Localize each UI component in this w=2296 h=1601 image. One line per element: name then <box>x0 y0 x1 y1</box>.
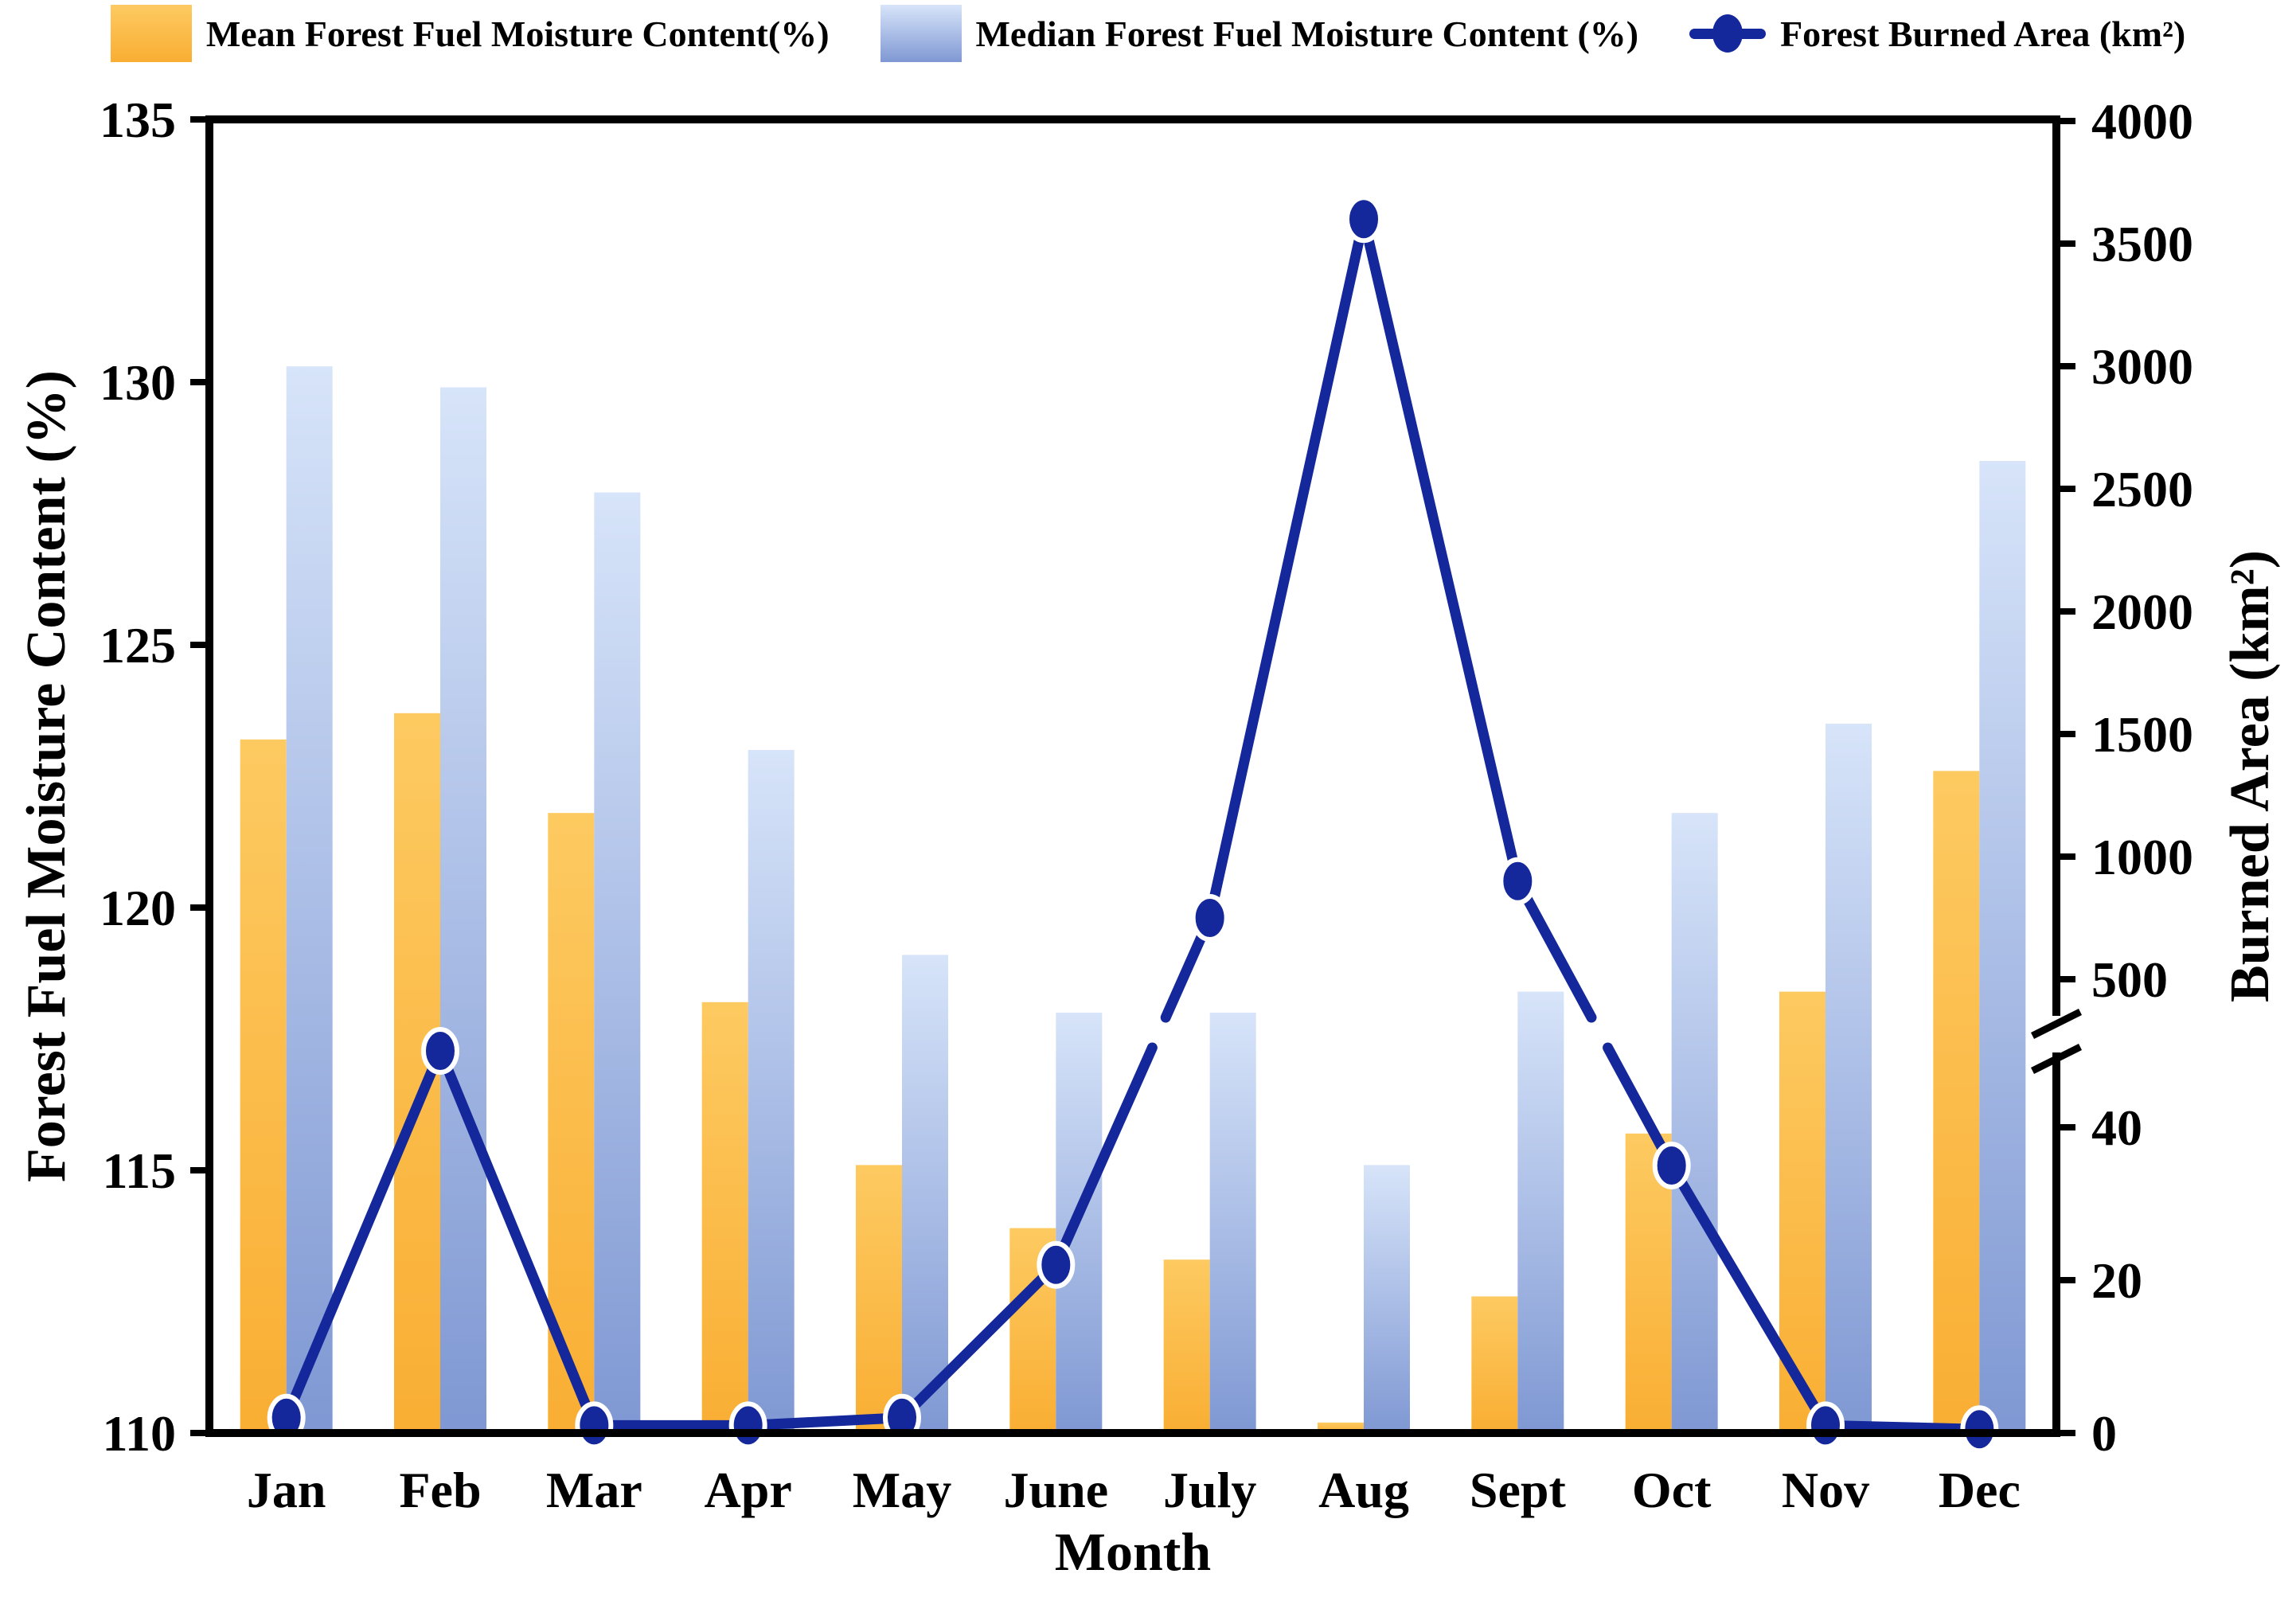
bar-median-Oct <box>1671 813 1718 1433</box>
axis-break-slash <box>2030 1043 2083 1075</box>
line-marker-May <box>883 1393 921 1442</box>
legend: Mean Forest Fuel Moisture Content(%) Med… <box>0 5 2296 62</box>
plot-frame <box>205 115 2060 1437</box>
bar-median-Apr <box>748 750 795 1433</box>
x-tick-label-Oct: Oct <box>1632 1462 1712 1518</box>
bar-mean-Dec <box>1933 771 1980 1433</box>
x-tick-label-Feb: Feb <box>399 1462 481 1518</box>
right-tick-label: 1000 <box>2091 829 2193 885</box>
bar-median-Aug <box>1364 1165 1410 1433</box>
line-segment-Oct <box>1666 1160 1831 1431</box>
legend-label-burned: Forest Burned Area (km²) <box>1780 13 2186 54</box>
right-tick-label: 3000 <box>2091 338 2193 395</box>
left-tick-label: 125 <box>100 617 176 674</box>
x-tick-label-Jan: Jan <box>247 1462 326 1518</box>
left-tick-label: 120 <box>100 880 176 936</box>
x-tick-label-May: May <box>853 1462 951 1518</box>
right-tick-label: 1500 <box>2091 706 2193 763</box>
right-tick-label: 40 <box>2091 1099 2142 1156</box>
median-bar-swatch-icon <box>880 5 962 62</box>
left-tick-label: 110 <box>103 1405 176 1462</box>
right-tick-label: 20 <box>2091 1252 2142 1309</box>
line-segment-May <box>896 1259 1061 1423</box>
x-tick-label-July: July <box>1163 1462 1256 1518</box>
bar-median-Nov <box>1825 724 1872 1433</box>
line-segment-July <box>1205 213 1369 924</box>
legend-item-mean: Mean Forest Fuel Moisture Content(%) <box>110 5 830 62</box>
axis-break-slash <box>2030 1008 2083 1040</box>
line-segment-Feb <box>435 1045 599 1431</box>
x-tick-label-Sept: Sept <box>1470 1462 1567 1518</box>
legend-label-median: Median Forest Fuel Moisture Content (%) <box>975 13 1639 54</box>
bar-mean-May <box>856 1165 902 1433</box>
line-segment-Jan <box>281 1045 446 1423</box>
x-tick-label-Aug: Aug <box>1318 1462 1409 1518</box>
bar-mean-Jan <box>240 739 287 1433</box>
line-marker-Feb <box>421 1027 459 1075</box>
line-marker-Apr <box>728 1401 767 1450</box>
bar-median-Dec <box>1979 461 2026 1433</box>
left-tick-label: 130 <box>100 354 176 411</box>
bar-mean-Sept <box>1471 1296 1518 1433</box>
x-tick-label-June: June <box>1004 1462 1109 1518</box>
line-marker-Aug <box>1345 195 1383 244</box>
bar-median-Mar <box>594 492 641 1433</box>
bar-mean-Apr <box>701 1002 748 1433</box>
line-segment-June-a <box>1050 1042 1158 1271</box>
bar-median-Feb <box>440 387 486 1434</box>
mean-bar-swatch-icon <box>110 5 192 62</box>
right-tick-label: 0 <box>2091 1405 2117 1462</box>
x-axis-title: Month <box>1054 1521 1212 1582</box>
x-tick-label-Nov: Nov <box>1782 1462 1869 1518</box>
line-marker-July <box>1190 894 1229 942</box>
line-segment-Nov <box>1820 1419 1985 1435</box>
legend-item-median: Median Forest Fuel Moisture Content (%) <box>880 5 1639 62</box>
bar-median-Sept <box>1517 991 1564 1433</box>
bar-median-July <box>1209 1013 1256 1433</box>
legend-label-mean: Mean Forest Fuel Moisture Content(%) <box>205 13 830 54</box>
right-tick-label: 2000 <box>2091 584 2193 640</box>
right-tick-label: 4000 <box>2091 93 2193 150</box>
right-tick-label: 500 <box>2091 951 2168 1008</box>
line-marker-Nov <box>1806 1401 1845 1450</box>
line-marker-swatch-icon <box>1689 11 1767 56</box>
right-tick-label: 3500 <box>2091 216 2193 272</box>
bar-mean-July <box>1163 1259 1210 1433</box>
bar-median-May <box>902 955 948 1433</box>
left-tick-label: 115 <box>103 1142 176 1199</box>
right-tick-label: 2500 <box>2091 461 2193 517</box>
line-segment-Sept-a <box>1512 876 1597 1023</box>
x-tick-label-Dec: Dec <box>1939 1462 2021 1518</box>
line-marker-Jan <box>267 1393 306 1442</box>
line-segment-Apr <box>743 1412 908 1431</box>
line-marker-June <box>1037 1240 1076 1289</box>
line-marker-Oct <box>1652 1142 1691 1189</box>
x-tick-label-Mar: Mar <box>546 1462 642 1518</box>
left-tick-label: 135 <box>100 92 176 148</box>
bar-median-Jan <box>286 366 333 1434</box>
line-marker-Mar <box>575 1401 614 1450</box>
line-marker-Sept <box>1498 857 1537 905</box>
legend-item-burned: Forest Burned Area (km²) <box>1689 11 2185 56</box>
line-segment-Aug <box>1358 213 1523 887</box>
x-tick-label-Apr: Apr <box>705 1462 792 1518</box>
